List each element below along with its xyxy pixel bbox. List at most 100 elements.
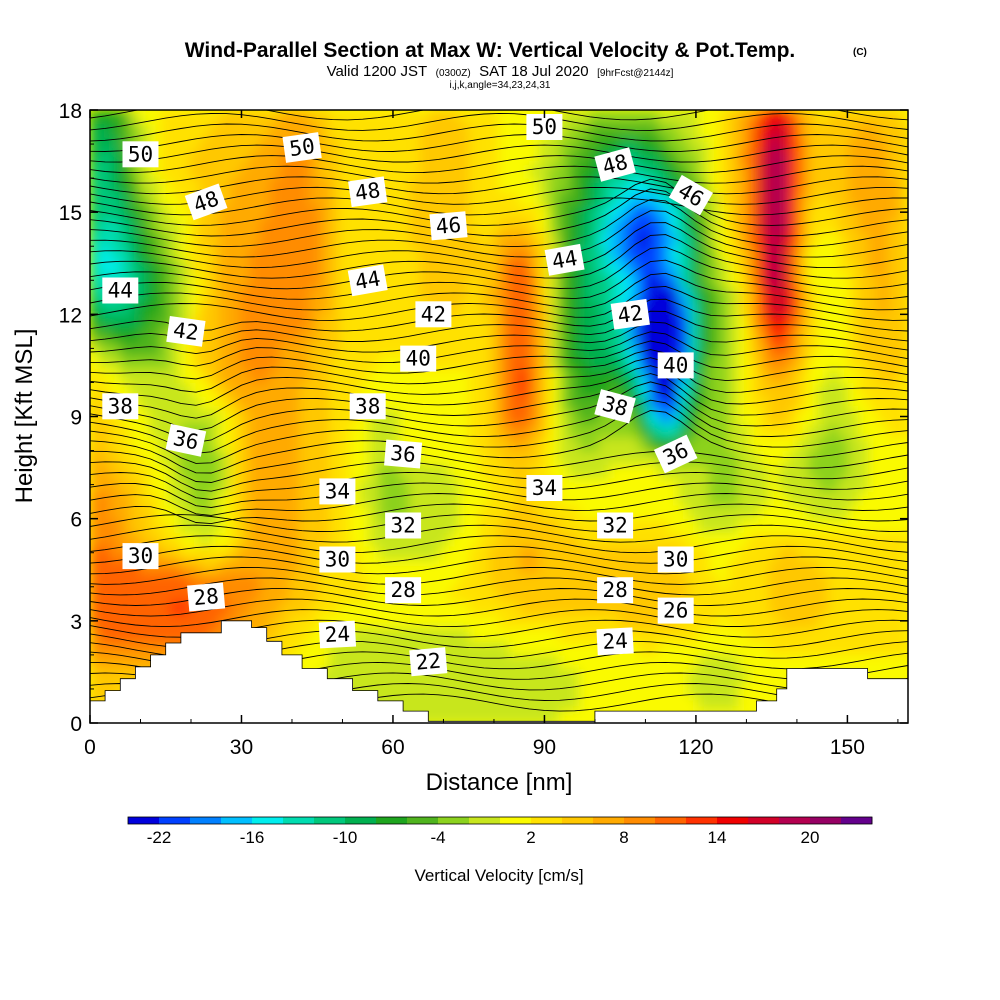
- field-cell: [429, 545, 440, 561]
- field-cell: [658, 300, 670, 315]
- field-cell: [229, 586, 241, 602]
- field-cell: [818, 368, 829, 384]
- field-cell: [558, 695, 570, 711]
- field-cell: [299, 259, 311, 275]
- field-cell: [329, 641, 340, 656]
- contour-label-text: 30: [663, 548, 688, 572]
- field-cell: [568, 600, 580, 615]
- field-cell: [469, 287, 480, 302]
- field-cell: [858, 382, 869, 397]
- field-cell: [868, 654, 879, 670]
- field-cell: [259, 328, 271, 343]
- field-cell: [588, 654, 600, 670]
- field-cell: [808, 573, 819, 588]
- field-cell: [429, 110, 440, 125]
- field-cell: [259, 559, 271, 574]
- field-cell: [199, 409, 211, 424]
- field-cell: [638, 137, 650, 152]
- field-cell: [838, 123, 849, 138]
- field-cell: [628, 355, 640, 370]
- field-cell: [898, 287, 908, 302]
- field-cell: [878, 273, 889, 288]
- field-cell: [818, 573, 829, 588]
- field-cell: [229, 123, 241, 138]
- field-cell: [509, 641, 520, 656]
- field-cell: [568, 450, 580, 465]
- field-cell: [339, 341, 350, 356]
- field-cell: [758, 614, 769, 629]
- field-cell: [558, 409, 570, 424]
- field-cell: [110, 477, 121, 493]
- field-cell: [289, 232, 301, 247]
- field-cell: [668, 287, 680, 302]
- field-cell: [638, 559, 650, 574]
- field-cell: [668, 246, 680, 261]
- field-cell: [139, 423, 151, 438]
- field-cell: [648, 668, 660, 683]
- field-cell: [399, 314, 410, 329]
- field-cell: [708, 464, 720, 479]
- field-cell: [169, 219, 181, 234]
- field-cell: [519, 300, 530, 315]
- field-cell: [858, 259, 869, 275]
- field-cell: [379, 627, 390, 642]
- field-cell: [828, 477, 839, 493]
- field-cell: [299, 641, 311, 656]
- field-cell: [100, 436, 111, 452]
- field-cell: [179, 219, 191, 234]
- field-cell: [469, 600, 480, 615]
- field-cell: [169, 300, 181, 315]
- field-cell: [588, 532, 600, 547]
- field-cell: [768, 423, 779, 438]
- field-cell: [239, 368, 251, 384]
- field-cell: [558, 219, 570, 234]
- field-cell: [429, 464, 440, 479]
- field-cell: [608, 219, 620, 234]
- field-cell: [668, 505, 680, 520]
- field-cell: [778, 232, 789, 247]
- field-cell: [499, 573, 510, 588]
- field-cell: [878, 178, 889, 193]
- field-cell: [588, 300, 600, 315]
- field-cell: [618, 205, 630, 220]
- field-cell: [778, 341, 789, 356]
- field-cell: [389, 246, 400, 261]
- colorbar-swatch: [283, 817, 315, 824]
- field-cell: [538, 205, 550, 220]
- field-cell: [578, 137, 590, 152]
- field-cell: [768, 518, 779, 533]
- field-cell: [788, 191, 799, 206]
- field-cell: [868, 355, 879, 370]
- field-cell: [489, 355, 500, 370]
- field-cell: [489, 505, 500, 520]
- field-cell: [748, 232, 759, 247]
- field-cell: [449, 287, 460, 302]
- field-cell: [898, 505, 908, 520]
- field-cell: [149, 491, 161, 506]
- field-cell: [289, 505, 301, 520]
- field-cell: [409, 423, 420, 438]
- field-cell: [698, 668, 710, 683]
- field-cell: [509, 246, 520, 261]
- field-cell: [179, 232, 191, 247]
- contour-label-text: 42: [616, 301, 644, 328]
- field-cell: [149, 191, 161, 206]
- field-cell: [618, 450, 630, 465]
- field-cell: [419, 123, 430, 138]
- field-cell: [169, 627, 181, 642]
- field-cell: [748, 368, 759, 384]
- field-cell: [818, 396, 829, 411]
- field-cell: [798, 518, 809, 533]
- field-cell: [888, 641, 899, 656]
- theta-contour-line: [90, 471, 908, 500]
- field-cell: [708, 205, 720, 220]
- field-cell: [519, 314, 530, 329]
- field-cell: [419, 559, 430, 574]
- field-cell: [339, 450, 350, 465]
- field-cell: [329, 137, 340, 152]
- colorbar-tick-label: -10: [333, 828, 358, 847]
- field-cell: [898, 573, 908, 588]
- theta-contour-line: [90, 493, 908, 516]
- field-cell: [199, 614, 211, 629]
- field-cell: [229, 164, 241, 179]
